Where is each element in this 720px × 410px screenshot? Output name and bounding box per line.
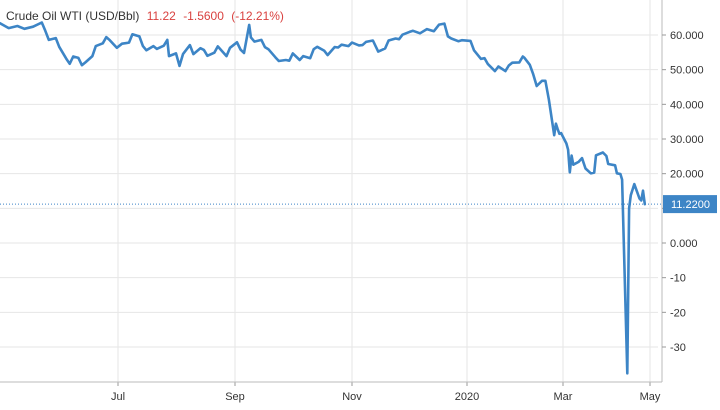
y-tick-label: -20 [670,307,686,319]
chart-legend: Crude Oil WTI (USD/Bbl) 11.22 -1.5600 (-… [6,9,284,23]
y-axis-ticks: 60.00050.00040.00030.00020.00010.0000.00… [662,30,704,354]
y-tick-label: 0.000 [670,238,698,250]
x-tick-label: May [640,391,661,403]
last-value-label: 11.2200 [671,199,710,211]
x-tick-label: Mar [554,391,573,403]
series-name: Crude Oil WTI (USD/Bbl) [6,9,140,23]
last-price: 11.22 [146,9,176,23]
x-gridlines [117,0,651,382]
price-change-percent: (-12.21%) [231,9,284,23]
y-tick-label: -30 [670,342,686,354]
series-line-crude-oil-wti [0,21,647,375]
y-tick-label: 30.000 [670,134,704,146]
x-tick-label: Sep [225,391,245,403]
y-tick-label: 20.000 [670,169,704,181]
gridlines [0,34,658,348]
x-tick-label: Jul [111,391,125,403]
last-value-tag-background [663,195,717,214]
y-tick-label: -10 [670,273,686,285]
x-tick-label: 2020 [455,391,479,403]
y-tick-label: 60.000 [670,30,704,42]
x-tick-label: Nov [342,391,362,403]
last-value-tag: 11.2200 [663,195,717,214]
x-axis-ticks: Jul Sep Nov 2020 Mar May [0,381,662,403]
y-tick-label: 50.000 [670,65,704,77]
y-tick-label: 40.000 [670,99,704,111]
price-change: -1.5600 [183,9,224,23]
